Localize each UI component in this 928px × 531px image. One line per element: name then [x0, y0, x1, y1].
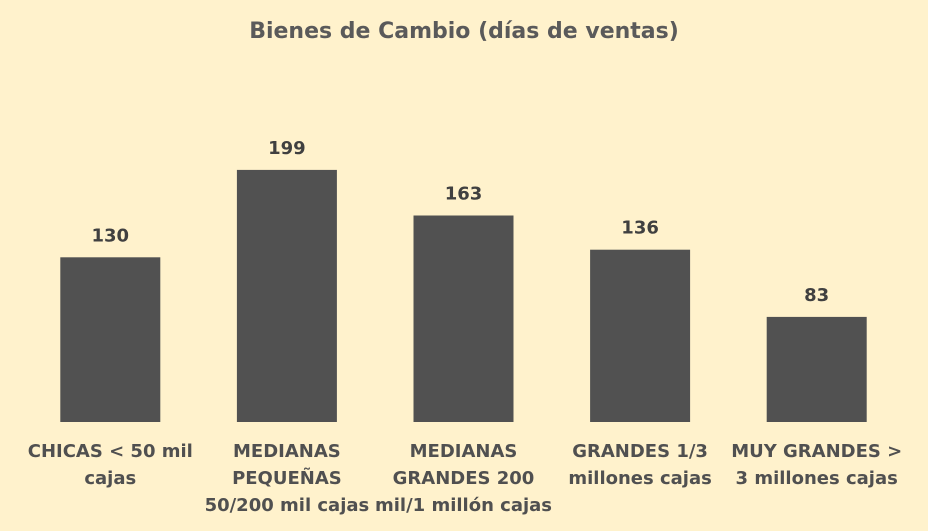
category-label-line: MEDIANAS	[410, 441, 518, 462]
category-label-line: MUY GRANDES >	[731, 441, 902, 462]
bar-1	[60, 257, 161, 422]
bar-4	[590, 249, 691, 422]
data-label-1: 130	[92, 225, 130, 246]
category-label-line: mil/1 millón cajas	[375, 495, 552, 516]
category-label-line: millones cajas	[568, 468, 711, 489]
bar-3	[413, 215, 514, 422]
category-label-3: MEDIANAS GRANDES 200 mil/1 millón cajas	[375, 441, 552, 516]
data-label-4: 136	[621, 218, 659, 239]
category-label-5: MUY GRANDES > 3 millones cajas	[731, 441, 902, 489]
category-label-line: 50/200 mil cajas	[205, 495, 370, 516]
category-label-2: MEDIANAS PEQUEÑAS 50/200 mil cajas	[205, 441, 370, 516]
category-label-line: MEDIANAS	[233, 441, 341, 462]
category-label-line: CHICAS < 50 mil	[28, 441, 193, 462]
category-label-line: cajas	[84, 468, 136, 489]
data-label-3: 163	[445, 184, 483, 205]
chart-title: Bienes de Cambio (días de ventas)	[249, 19, 679, 44]
value-labels-layer: 130 199 163 136 83	[92, 138, 830, 306]
category-labels-layer: CHICAS < 50 mil cajas MEDIANAS PEQUEÑAS 50/2…	[28, 441, 902, 516]
category-label-line: 3 millones cajas	[736, 468, 898, 489]
category-label-1: CHICAS < 50 mil cajas	[28, 441, 193, 489]
data-label-2: 199	[268, 138, 306, 159]
bars-layer	[60, 169, 867, 422]
category-label-line: GRANDES 200	[393, 468, 535, 489]
bar-5	[766, 316, 867, 422]
category-label-line: GRANDES 1/3	[572, 441, 708, 462]
data-label-5: 83	[804, 285, 829, 306]
category-label-line: PEQUEÑAS	[232, 466, 342, 489]
category-label-4: GRANDES 1/3 millones cajas	[568, 441, 711, 489]
bar-2	[236, 169, 337, 422]
